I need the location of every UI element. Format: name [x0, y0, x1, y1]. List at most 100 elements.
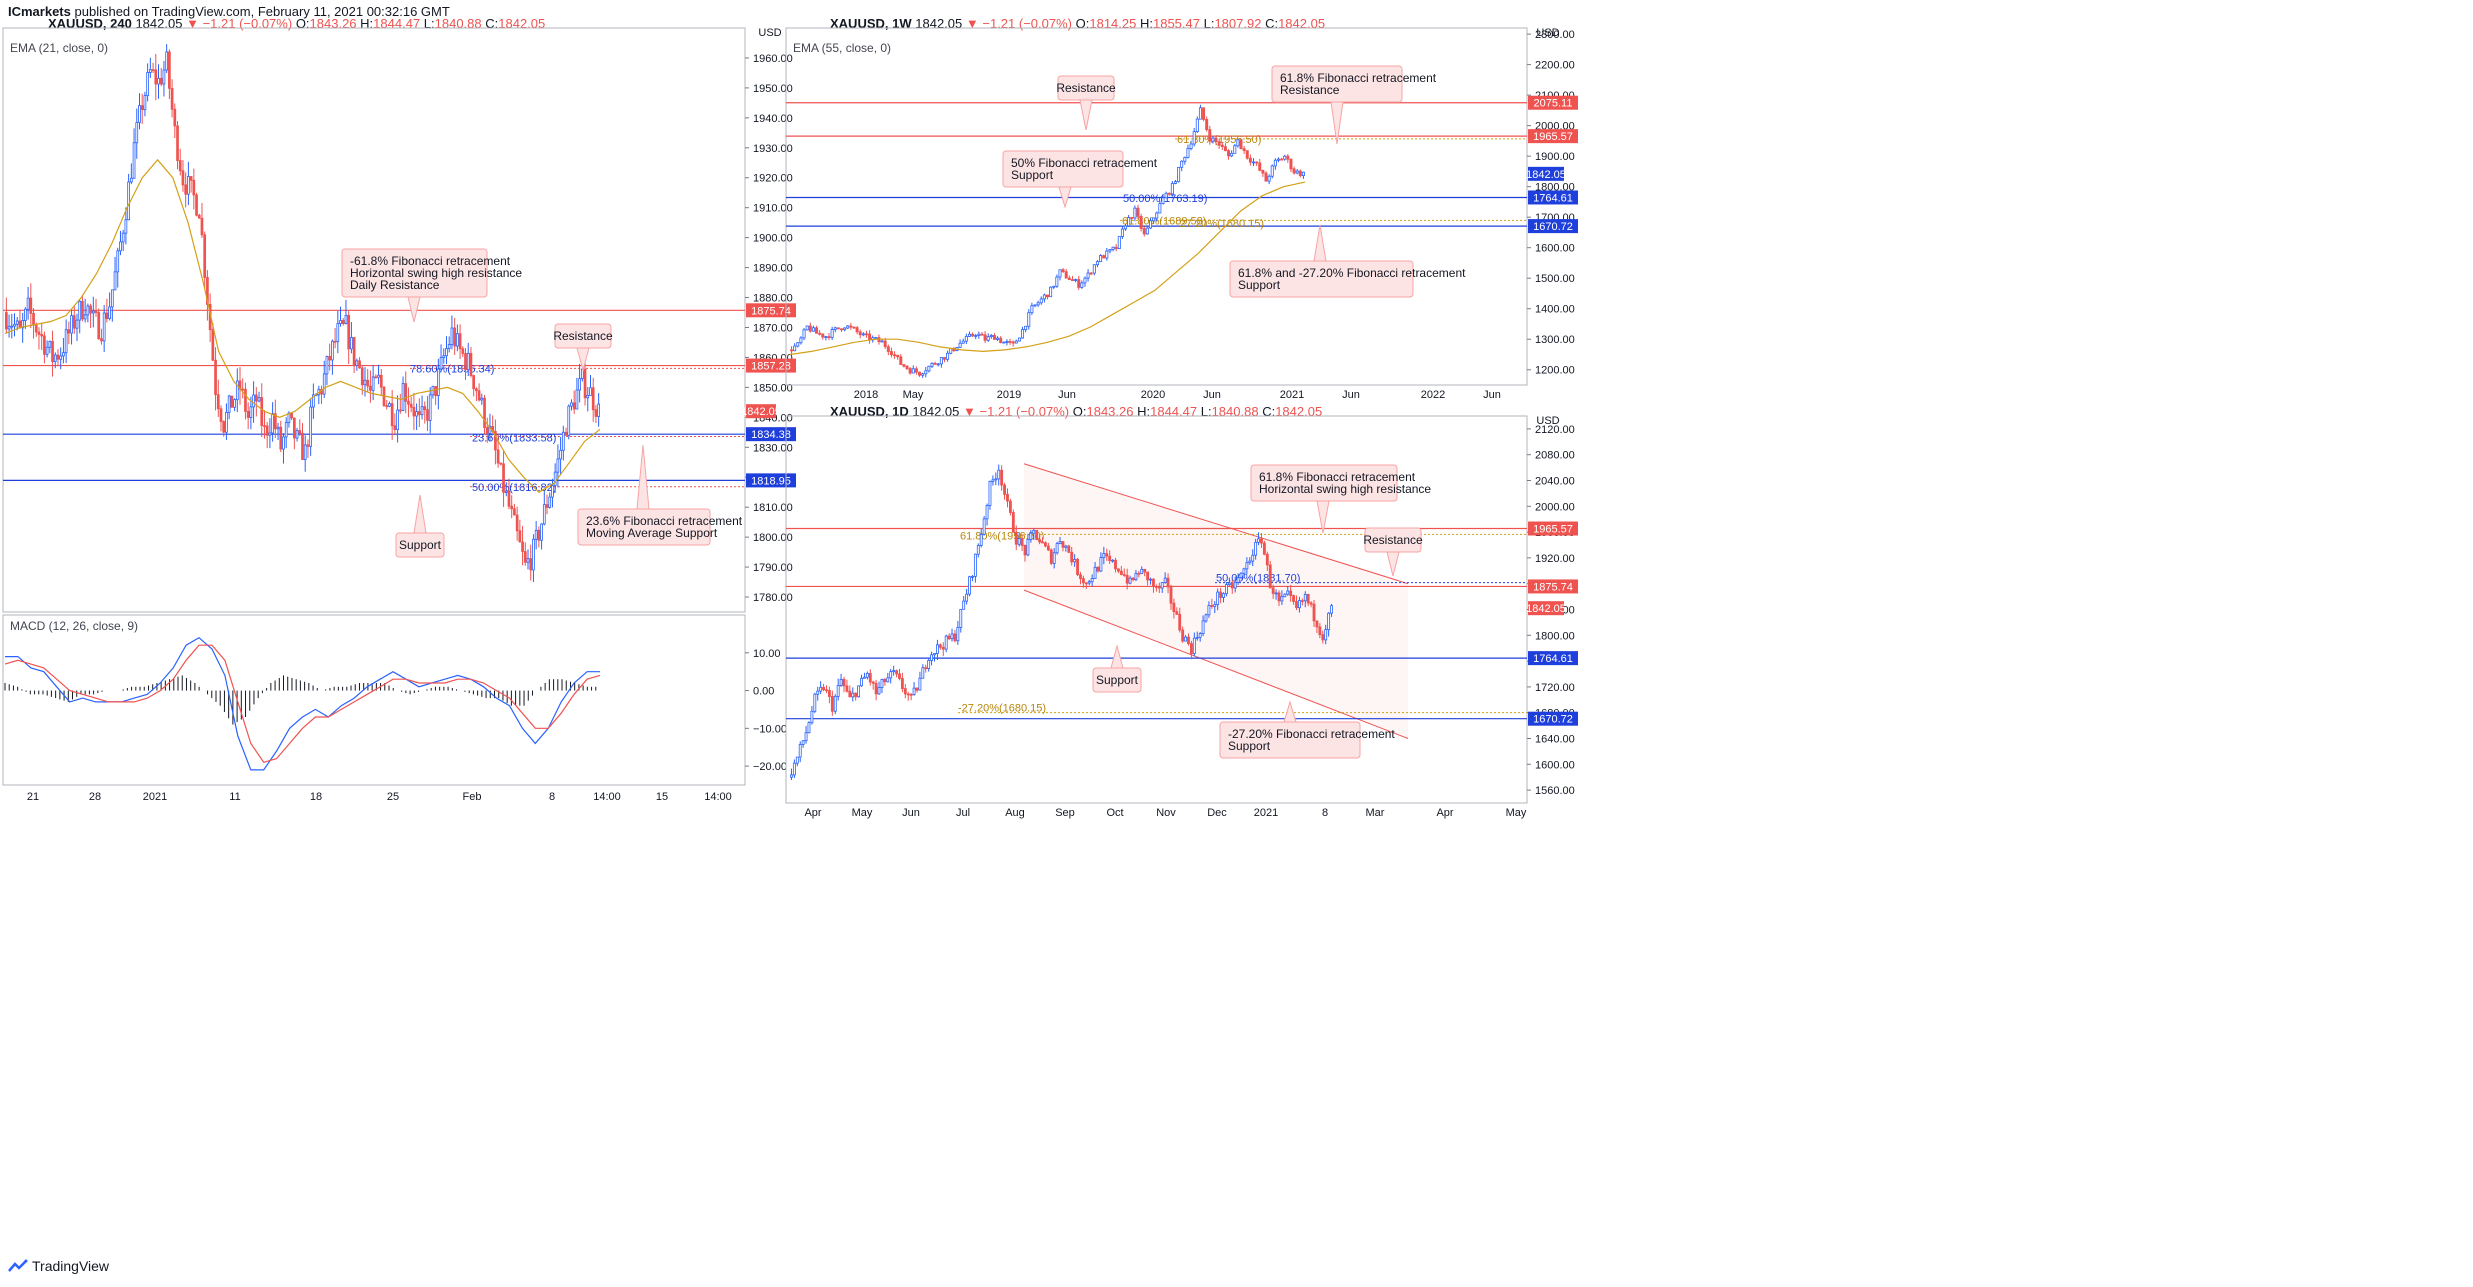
price-candle-candle — [1038, 539, 1042, 543]
price-candle-candle — [1251, 554, 1255, 562]
price-candle-candle — [1245, 562, 1249, 570]
y-axis-tick-label: 2300.00 — [1535, 29, 1575, 41]
price-candle-candle — [1008, 500, 1012, 513]
price-candle-candle — [235, 380, 239, 401]
price-candle-candle — [795, 756, 799, 764]
price-candle-candle — [1052, 285, 1056, 288]
y-axis-tick-label: 1960.00 — [753, 53, 793, 65]
ema-line — [789, 181, 1306, 356]
price-candle-candle — [1172, 602, 1176, 613]
price-candle-candle — [494, 431, 497, 451]
callout-support-text: Support — [1096, 673, 1139, 687]
resistance-line-tag-label: 1965.57 — [1533, 131, 1573, 143]
callout-fib-resistance-text: 61.8% Fibonacci retracement — [1280, 71, 1437, 85]
price-candle-candle — [1213, 604, 1217, 607]
price-candle-candle — [833, 327, 837, 330]
y-axis-tick-label: 1920.00 — [1535, 553, 1575, 565]
callout-fib-combined-support-text: 61.8% and -27.20% Fibonacci retracement — [1238, 266, 1466, 280]
price-candle-candle — [1067, 277, 1071, 281]
price-candle-candle — [911, 368, 915, 374]
price-candle-candle — [1217, 141, 1221, 146]
price-candle-candle — [1108, 249, 1112, 252]
x-axis-tick: 2020 — [1141, 389, 1165, 401]
macd-y-tick-label: 10.00 — [753, 648, 781, 660]
last-price: 1842.05 — [912, 404, 960, 419]
price-candle-candle — [1096, 566, 1100, 572]
price-candle-candle — [1184, 636, 1187, 642]
indicator-label: EMA (21, close, 0) — [10, 41, 108, 55]
price-candle-candle — [1049, 549, 1053, 564]
ohlc-close: 1842.05 — [1275, 404, 1323, 419]
price-candle-candle — [902, 364, 906, 367]
price-candle-candle — [1167, 192, 1171, 195]
price-candle-candle — [813, 693, 817, 712]
price-candle-candle — [1187, 636, 1190, 645]
price-candle-candle — [971, 333, 975, 337]
callout-daily-resistance-text: Horizontal swing high resistance — [350, 266, 522, 280]
price-candle-candle — [1070, 551, 1074, 563]
y-axis-tick-label: 1800.00 — [1535, 630, 1575, 642]
price-candle-candle — [900, 678, 904, 689]
price-candle-candle — [1042, 294, 1046, 300]
price-candle-candle — [143, 95, 147, 111]
price-candle-candle — [162, 69, 166, 85]
price-candle-candle — [94, 310, 98, 313]
price-candle-candle — [1210, 605, 1214, 607]
price-candle-candle — [75, 319, 79, 329]
price-candle-candle — [1099, 255, 1103, 263]
price-candle-candle — [1268, 564, 1272, 589]
x-axis-tick: 2022 — [1421, 389, 1445, 401]
price-candle-candle — [852, 326, 856, 329]
price-candle-candle — [78, 300, 82, 321]
price-candle-candle — [1321, 634, 1325, 641]
y-axis-tick-label: 2040.00 — [1535, 476, 1575, 488]
price-candle-candle — [1131, 577, 1135, 581]
x-axis-tick: Jul — [956, 807, 970, 819]
y-axis-tick-label: 1950.00 — [753, 83, 793, 95]
support-line-tag — [746, 427, 796, 442]
x-axis-tick: Aug — [1005, 807, 1025, 819]
price-candle-candle — [819, 686, 823, 692]
price-candle-candle — [1283, 593, 1287, 598]
price-candle-candle — [1280, 596, 1284, 602]
callout-resistance-text: Resistance — [553, 329, 613, 343]
price-candle-candle — [962, 600, 966, 610]
panel-w1: EMA (55, close, 0)USD2300.002200.002100.… — [785, 27, 1578, 401]
price-candle-candle — [1283, 155, 1287, 160]
price-candle-candle — [388, 403, 391, 407]
price-candle-candle — [1261, 169, 1265, 174]
y-axis-tick-label: 2000.00 — [1535, 501, 1575, 513]
price-candle-candle — [507, 490, 511, 507]
price-candle-candle — [1286, 155, 1290, 160]
price-candle-candle — [1002, 341, 1006, 344]
price-candle-candle — [24, 308, 27, 321]
price-candle-candle — [480, 397, 484, 401]
price-candle-candle — [211, 329, 215, 361]
y-axis-tick-label: 1880.00 — [753, 293, 793, 305]
price-candle-candle — [915, 687, 919, 691]
price-candle-candle — [1093, 566, 1097, 579]
price-candle-candle — [312, 394, 315, 408]
callout-fib-support-text: 50% Fibonacci retracement — [1011, 156, 1158, 170]
price-candle-candle — [1089, 272, 1093, 275]
price-candle-candle — [830, 329, 834, 338]
panel-w1-title: XAUUSD, 1W 1842.05 ▼ −1.21 (−0.07%) O:18… — [830, 16, 1325, 31]
price-candle-candle — [225, 411, 228, 433]
price-candle-candle — [187, 176, 190, 195]
price-candle-candle — [858, 331, 862, 336]
ohlc-c-key: C: — [1262, 404, 1276, 419]
price-candle-candle — [845, 685, 849, 692]
price-candle-candle — [880, 340, 884, 343]
price-candle-candle — [1087, 581, 1091, 584]
macd-line — [5, 636, 600, 771]
last-price: 1842.05 — [915, 16, 963, 31]
price-candle-candle — [475, 388, 478, 392]
price-candle-candle — [301, 432, 304, 461]
price-candle-candle — [1140, 568, 1144, 574]
price-candle-candle — [412, 406, 416, 417]
resistance-line-tag-label: 1875.74 — [751, 305, 791, 317]
price-candle-candle — [100, 338, 103, 342]
price-candle-candle — [1230, 582, 1234, 589]
price-candle-candle — [1239, 139, 1243, 150]
